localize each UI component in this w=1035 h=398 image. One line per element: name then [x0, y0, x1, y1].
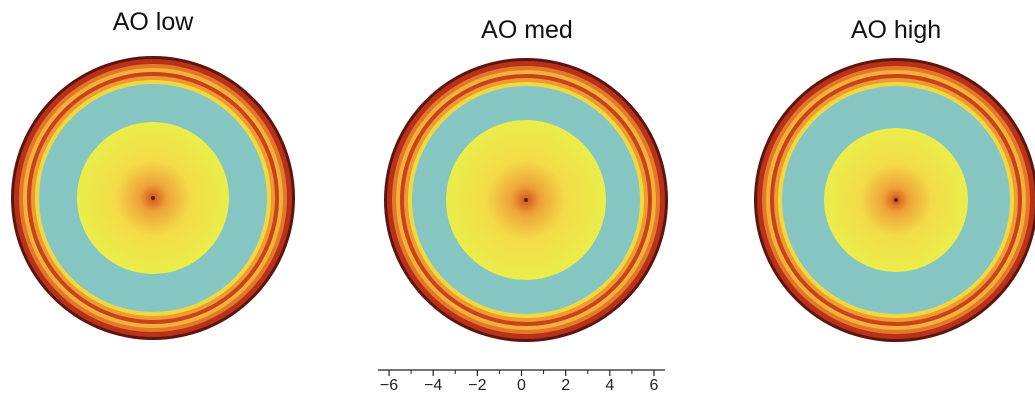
center-dot: [524, 198, 528, 202]
tick-label: −6: [380, 377, 398, 394]
tick-label: 6: [650, 377, 659, 394]
tick-label: 4: [605, 377, 614, 394]
tick-label: 2: [561, 377, 570, 394]
tick-label: −4: [424, 377, 442, 394]
panel-title: AO low: [113, 8, 195, 36]
lens-map: [11, 56, 295, 340]
figure: AO low AO med AO high −6 −4 −2 0 2 4 6: [0, 0, 1035, 398]
scale-bar: −6 −4 −2 0 2 4 6: [378, 370, 665, 394]
center-dot: [894, 198, 898, 202]
tick-label: 0: [517, 377, 526, 394]
maps: [11, 56, 1035, 342]
center-dot: [151, 196, 155, 200]
lens-map: [754, 58, 1035, 342]
panel-title: AO med: [481, 16, 573, 44]
tick-label: −2: [468, 377, 486, 394]
panel-title: AO high: [851, 16, 941, 44]
lens-map: [384, 58, 668, 342]
